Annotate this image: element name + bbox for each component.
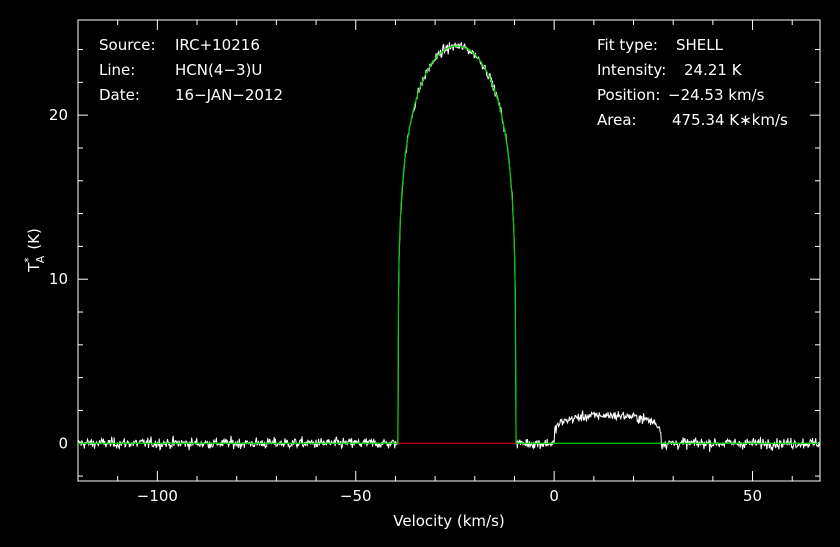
svg-text:T*A(K): T*A (K) xyxy=(22,228,47,273)
y-axis-label-sub: A xyxy=(34,255,47,263)
info-right-value: 24.21 K xyxy=(684,61,743,79)
info-left-key: Line: xyxy=(99,61,135,79)
info-right-value: 475.34 K∗km/s xyxy=(672,111,788,129)
y-tick-label: 20 xyxy=(49,106,68,124)
y-tick-label: 0 xyxy=(58,434,68,452)
x-tick-label: 0 xyxy=(549,487,559,505)
info-right-key: Position: xyxy=(597,86,660,104)
axis-tick-labels: −100 −50 0 50 0 10 20 xyxy=(49,106,762,505)
info-left-value: HCN(4−3)U xyxy=(175,61,262,79)
y-axis-label: T*A (K) xyxy=(22,228,47,273)
y-axis-label-main: T xyxy=(25,262,43,273)
info-right-key: Area: xyxy=(597,111,637,129)
info-right-key: Intensity: xyxy=(597,61,666,79)
x-axis-label: Velocity (km/s) xyxy=(393,512,504,530)
series-layer xyxy=(77,41,821,452)
fit-line xyxy=(78,45,820,444)
y-axis-label-sup: * xyxy=(22,257,35,263)
axis-ticks xyxy=(77,20,820,481)
x-tick-label: −50 xyxy=(340,487,372,505)
info-right-value: SHELL xyxy=(676,36,724,54)
info-left-value: IRC+10216 xyxy=(175,36,260,54)
info-right-value: −24.53 km/s xyxy=(668,86,765,104)
info-right-key: Fit type: xyxy=(597,36,658,54)
info-left-value: 16−JAN−2012 xyxy=(175,86,283,104)
y-tick-label: 10 xyxy=(49,270,68,288)
y-axis-label-unit: (K) xyxy=(25,228,43,250)
x-tick-label: −100 xyxy=(137,487,178,505)
info-left-key: Source: xyxy=(99,36,156,54)
plot-frame xyxy=(77,19,821,482)
x-tick-label: 50 xyxy=(743,487,762,505)
info-left-key: Date: xyxy=(99,86,140,104)
info-block-left: Source: IRC+10216 Line: HCN(4−3)U Date: … xyxy=(99,36,283,104)
info-block-right: Fit type: SHELL Intensity: 24.21 K Posit… xyxy=(597,36,788,129)
